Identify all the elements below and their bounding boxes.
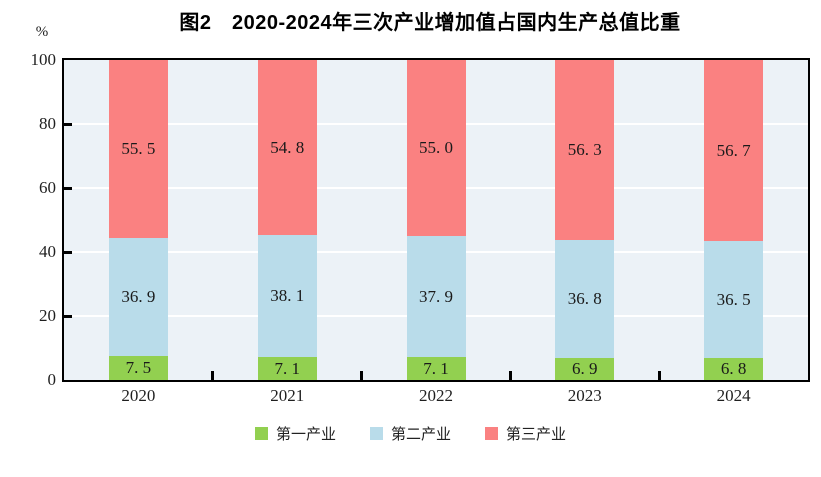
bar-segment-第三产业: 56. 3: [555, 60, 615, 241]
y-axis-label: 0: [47, 370, 57, 389]
bar-value-label: 55. 5: [121, 139, 156, 159]
y-axis-tick: [64, 250, 72, 254]
x-axis-label: 2024: [716, 386, 751, 405]
x-axis-tick: [360, 371, 364, 380]
y-axis-tick: [64, 122, 72, 126]
bar-value-label: 55. 0: [419, 138, 453, 158]
bar-segment-第一产业: 7. 1: [257, 357, 317, 380]
bar-2024: 6. 8 36. 5 56. 7: [704, 60, 764, 380]
y-axis-tick: [64, 186, 72, 190]
bar-segment-第一产业: 6. 8: [704, 358, 764, 380]
bar-segment-第三产业: 56. 7: [704, 60, 764, 242]
bar-segment-第一产业: 7. 5: [108, 356, 168, 380]
bar-value-label: 7. 1: [274, 358, 300, 378]
bar-value-label: 6. 8: [720, 359, 747, 379]
bar-segment-第二产业: 36. 5: [704, 241, 764, 359]
legend-item: 第三产业: [485, 423, 566, 444]
bar-segment-第三产业: 55. 0: [406, 60, 466, 237]
bar-2023: 6. 9 36. 8 56. 3: [555, 60, 615, 380]
y-axis-label: 40: [39, 242, 56, 261]
x-axis-tick: [211, 371, 215, 380]
y-axis-label: 80: [39, 114, 56, 133]
legend-label: 第二产业: [390, 426, 451, 443]
bar-2020: 7. 5 36. 9 55. 5: [108, 60, 168, 380]
bar-segment-第三产业: 54. 8: [257, 60, 317, 236]
bar-value-label: 7. 5: [125, 358, 152, 377]
legend: 第一产业 第二产业 第三产业: [0, 423, 821, 444]
bar-segment-第一产业: 7. 1: [406, 357, 466, 380]
bar-value-label: 56. 7: [716, 140, 751, 160]
bar-segment-第二产业: 37. 9: [406, 236, 466, 358]
x-axis-label: 2021: [270, 386, 305, 405]
legend-label: 第一产业: [275, 426, 336, 443]
bar-value-label: 6. 9: [572, 358, 598, 378]
bar-value-label: 54. 8: [270, 137, 305, 157]
y-axis-tick: [64, 314, 72, 318]
bar-segment-第三产业: 55. 5: [108, 60, 168, 238]
bar-value-label: 36. 9: [121, 286, 156, 306]
bar-segment-第二产业: 38. 1: [257, 235, 317, 358]
bar-value-label: 38. 1: [270, 286, 305, 306]
y-axis-label: 100: [30, 50, 57, 69]
y-axis-label: 20: [39, 306, 56, 325]
bar-value-label: 56. 3: [567, 140, 602, 160]
legend-swatch-icon: [369, 427, 383, 440]
x-axis-tick: [657, 371, 661, 380]
legend-item: 第一产业: [254, 423, 336, 444]
y-axis-label: 60: [39, 178, 56, 197]
bar-value-label: 36. 8: [567, 289, 602, 309]
bar-value-label: 7. 1: [423, 358, 449, 378]
bar-value-label: 36. 5: [716, 289, 751, 309]
legend-swatch-icon: [485, 427, 498, 440]
chart-title: 图2 2020-2024年三次产业增加值占国内生产总值比重: [179, 12, 681, 34]
legend-item: 第二产业: [369, 423, 451, 444]
y-axis-unit-label: %: [35, 24, 49, 40]
legend-swatch-icon: [254, 427, 268, 440]
legend-label: 第三产业: [506, 426, 567, 443]
bar-segment-第二产业: 36. 9: [108, 237, 168, 356]
x-axis-label: 2020: [121, 386, 156, 405]
plot-area: 7. 5 36. 9 55. 5 7. 1 38. 1 54. 8 7. 1 37. 9 55.…: [62, 58, 810, 382]
bar-segment-第二产业: 36. 8: [555, 240, 615, 358]
bar-2021: 7. 1 38. 1 54. 8: [257, 60, 317, 380]
x-axis-tick: [508, 371, 512, 380]
bar-segment-第一产业: 6. 9: [555, 357, 615, 380]
x-axis-label: 2023: [567, 386, 602, 405]
x-axis-label: 2022: [419, 386, 453, 405]
bar-2022: 7. 1 37. 9 55. 0: [406, 60, 466, 380]
bar-value-label: 37. 9: [419, 286, 453, 306]
